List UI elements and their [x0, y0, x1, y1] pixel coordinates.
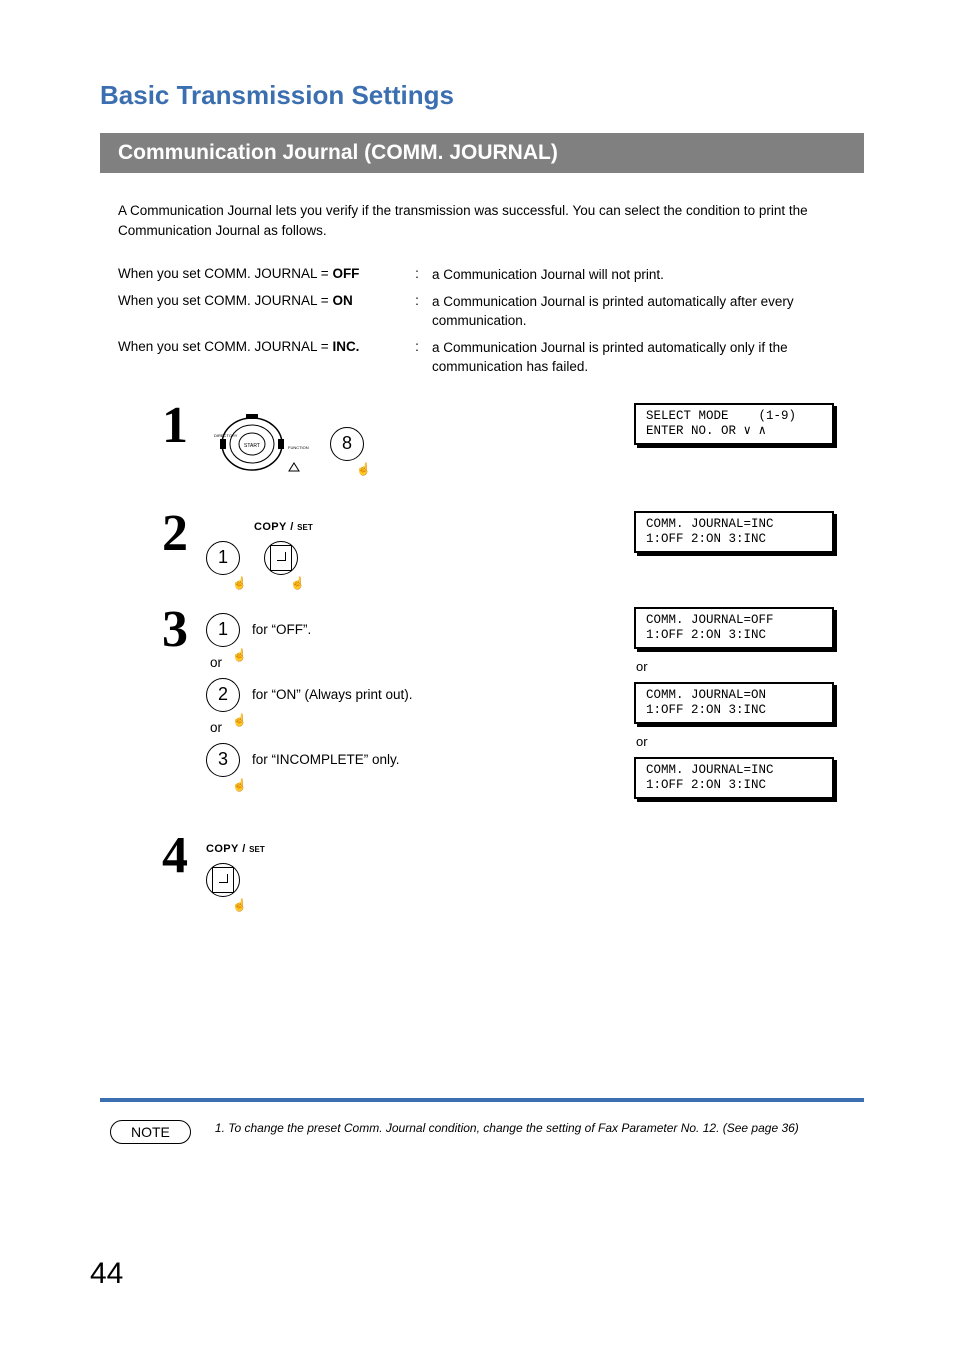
note-section: NOTE 1. To change the preset Comm. Journ…: [100, 1120, 864, 1144]
step-2: 2 COPY / SET 1 ☝ ☝ CO: [144, 511, 864, 583]
or-text: or: [210, 655, 634, 670]
option-desc: for “ON” (Always print out).: [252, 687, 413, 702]
option-desc: for “INCOMPLETE” only.: [252, 752, 400, 767]
colon: :: [408, 339, 426, 385]
condition-label: When you set COMM. JOURNAL = INC.: [118, 339, 408, 385]
keypad-3-button[interactable]: 3 ☝: [206, 743, 240, 777]
lcd-display: COMM. JOURNAL=OFF 1:OFF 2:ON 3:INC: [634, 607, 834, 649]
lcd-display: COMM. JOURNAL=INC 1:OFF 2:ON 3:INC: [634, 757, 834, 799]
press-hand-icon: ☝: [356, 462, 371, 476]
keypad-1-button[interactable]: 1 ☝: [206, 541, 240, 575]
lcd-display: COMM. JOURNAL=ON 1:OFF 2:ON 3:INC: [634, 682, 834, 724]
lcd-display: SELECT MODE (1-9) ENTER NO. OR ∨ ∧: [634, 403, 834, 445]
step-4: 4 COPY / SET ☝: [144, 833, 864, 898]
copy-set-button[interactable]: ☝: [264, 541, 298, 575]
keypad-2-button[interactable]: 2 ☝: [206, 678, 240, 712]
svg-text:FUNCTION: FUNCTION: [288, 445, 309, 450]
intro-paragraph: A Communication Journal lets you verify …: [118, 201, 846, 240]
condition-label: When you set COMM. JOURNAL = ON: [118, 293, 408, 339]
function-dial-icon: START DIRECTORY FUNCTION: [206, 409, 316, 479]
note-badge: NOTE: [110, 1120, 191, 1144]
condition-row: When you set COMM. JOURNAL = OFF : a Com…: [118, 266, 846, 293]
svg-text:START: START: [244, 443, 260, 449]
keypad-1-button[interactable]: 1 ☝: [206, 613, 240, 647]
press-hand-icon: ☝: [232, 713, 247, 727]
or-text: or: [210, 720, 634, 735]
condition-row: When you set COMM. JOURNAL = ON : a Comm…: [118, 293, 846, 339]
condition-label: When you set COMM. JOURNAL = OFF: [118, 266, 408, 293]
colon: :: [408, 293, 426, 339]
step-number: 3: [144, 607, 206, 654]
set-label: SET: [249, 845, 265, 854]
page-number: 44: [90, 1257, 123, 1291]
copy-set-button[interactable]: ☝: [206, 863, 240, 897]
press-hand-icon: ☝: [232, 898, 247, 912]
document-icon: [270, 545, 292, 571]
press-hand-icon: ☝: [290, 576, 305, 590]
option-desc: for “OFF”.: [252, 622, 311, 637]
condition-desc: a Communication Journal is printed autom…: [426, 339, 846, 385]
lcd-display: COMM. JOURNAL=INC 1:OFF 2:ON 3:INC: [634, 511, 834, 553]
copy-label: COPY: [254, 521, 287, 533]
condition-row: When you set COMM. JOURNAL = INC. : a Co…: [118, 339, 846, 385]
section-header: Communication Journal (COMM. JOURNAL): [100, 133, 864, 173]
footer-rule: [100, 1098, 864, 1102]
colon: :: [408, 266, 426, 293]
condition-desc: a Communication Journal will not print.: [426, 266, 846, 293]
press-hand-icon: ☝: [232, 576, 247, 590]
document-icon: [212, 867, 234, 893]
svg-text:DIRECTORY: DIRECTORY: [214, 433, 238, 438]
or-text: or: [636, 659, 864, 674]
keypad-8-button[interactable]: 8 ☝: [330, 427, 364, 461]
press-hand-icon: ☝: [232, 648, 247, 662]
copy-label: COPY: [206, 843, 239, 855]
page-main-title: Basic Transmission Settings: [100, 80, 864, 111]
step-number: 2: [144, 511, 206, 558]
set-label: SET: [297, 523, 313, 532]
conditions-table: When you set COMM. JOURNAL = OFF : a Com…: [118, 266, 846, 384]
condition-desc: a Communication Journal is printed autom…: [426, 293, 846, 339]
step-number: 4: [144, 833, 206, 880]
note-text: 1. To change the preset Comm. Journal co…: [215, 1120, 799, 1137]
step-1: 1 START DIRECTORY FUNCTION: [144, 403, 864, 487]
press-hand-icon: ☝: [232, 778, 247, 792]
step-number: 1: [144, 403, 206, 450]
or-text: or: [636, 734, 864, 749]
step-3: 3 1 ☝ for “OFF”. or 2 ☝ for “ON” (Always…: [144, 607, 864, 809]
